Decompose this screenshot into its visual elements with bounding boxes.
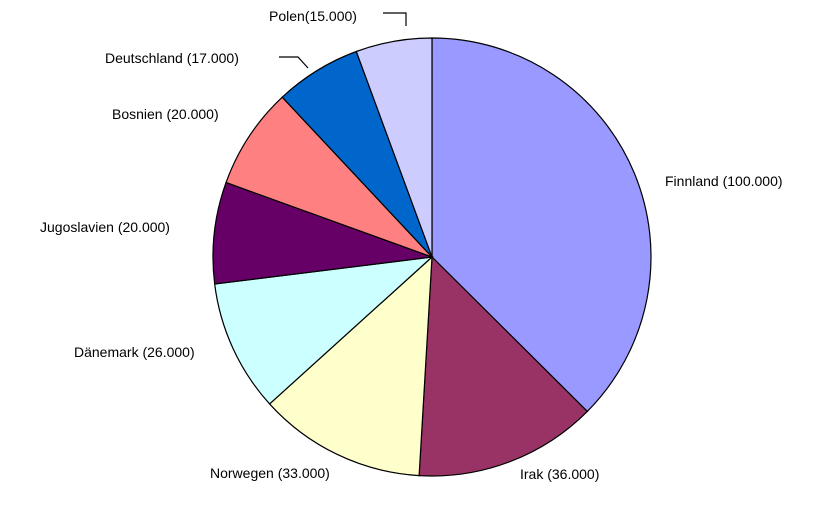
- pie-slice-finnland: [431, 37, 652, 413]
- slice-label-deutschland: Deutschland (17.000): [105, 50, 239, 66]
- pie-slice-polen: [355, 37, 433, 258]
- pie-slice-norwegen: [268, 255, 433, 477]
- pie-slice-daenemark: [214, 256, 434, 405]
- slice-label-jugoslavien: Jugoslavien (20.000): [40, 219, 170, 235]
- pie-slices: [212, 37, 652, 477]
- slice-label-irak: Irak (36.000): [520, 466, 599, 482]
- leader-lines: [279, 12, 407, 69]
- slice-label-bosnien: Bosnien (20.000): [112, 106, 219, 122]
- slice-label-norwegen: Norwegen (33.000): [210, 465, 330, 481]
- pie-slice-bosnien: [225, 96, 433, 258]
- leader-line-deutschland: [279, 56, 309, 69]
- pie-slice-jugoslavien: [212, 181, 433, 285]
- slice-labels: Finnland (100.000) Irak (36.000) Norwege…: [40, 8, 783, 482]
- slice-label-finnland: Finnland (100.000): [665, 173, 783, 189]
- slice-label-daenemark: Dänemark (26.000): [74, 344, 195, 360]
- slice-label-polen: Polen(15.000): [269, 8, 357, 24]
- pie-slice-irak: [418, 255, 589, 477]
- leader-line-polen: [383, 12, 407, 26]
